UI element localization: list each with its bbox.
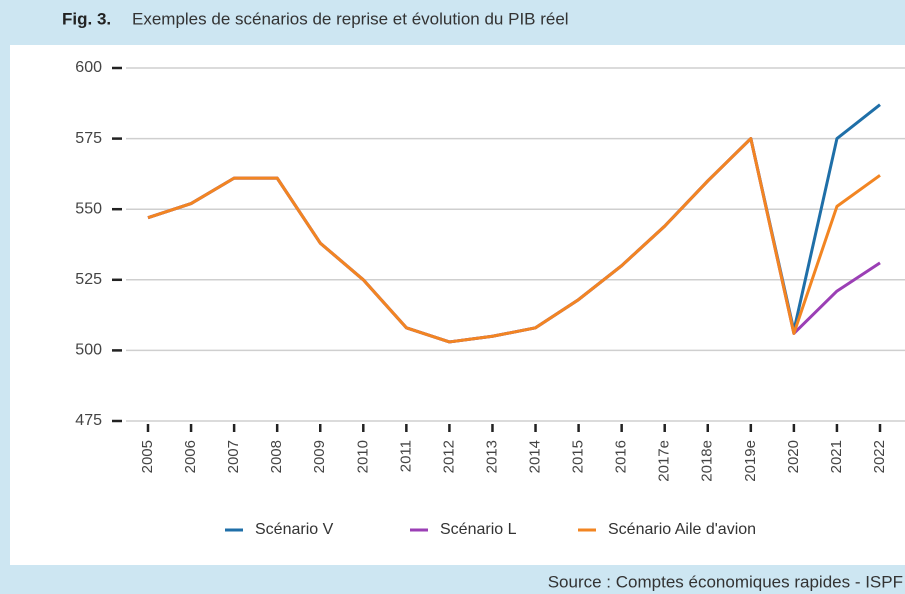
x-tick-label: 2007 xyxy=(225,440,242,473)
x-tick-label: 2005 xyxy=(139,440,156,473)
x-tick-label: 2014 xyxy=(526,440,543,473)
x-tick-label: 2009 xyxy=(311,440,328,473)
legend-label: Scénario L xyxy=(440,521,517,538)
x-tick-label: 2011 xyxy=(397,440,414,472)
y-tick-label: 475 xyxy=(75,412,102,429)
series-line xyxy=(147,137,881,344)
legend-label: Scénario Aile d'avion xyxy=(608,521,756,538)
x-tick-label: 2010 xyxy=(354,440,371,473)
y-tick-label: 525 xyxy=(75,271,102,288)
y-tick-label: 600 xyxy=(75,59,102,76)
plot-panel xyxy=(10,45,905,565)
x-tick-label: 2018e xyxy=(699,440,716,482)
x-tick-label: 2006 xyxy=(182,440,199,473)
chart-title: Exemples de scénarios de reprise et évol… xyxy=(132,9,569,28)
y-tick-label: 500 xyxy=(75,342,102,359)
x-tick-label: 2015 xyxy=(570,440,587,473)
y-tick-label: 575 xyxy=(75,130,102,147)
source: Source : Comptes économiques rapides - I… xyxy=(548,572,903,591)
x-tick-label: 2017e xyxy=(656,440,673,482)
x-tick-label: 2016 xyxy=(613,440,630,473)
x-tick-label: 2019e xyxy=(742,440,759,482)
y-tick-label: 550 xyxy=(75,200,102,217)
x-tick-label: 2008 xyxy=(268,440,285,473)
x-tick-label: 2013 xyxy=(483,440,500,473)
x-tick-label: 2021 xyxy=(828,440,845,473)
x-tick-label: 2022 xyxy=(871,440,888,473)
legend-label: Scénario V xyxy=(255,521,334,538)
x-tick-label: 2020 xyxy=(785,440,802,473)
x-tick-label: 2012 xyxy=(440,440,457,473)
title-label: Fig. 3. xyxy=(62,9,111,28)
